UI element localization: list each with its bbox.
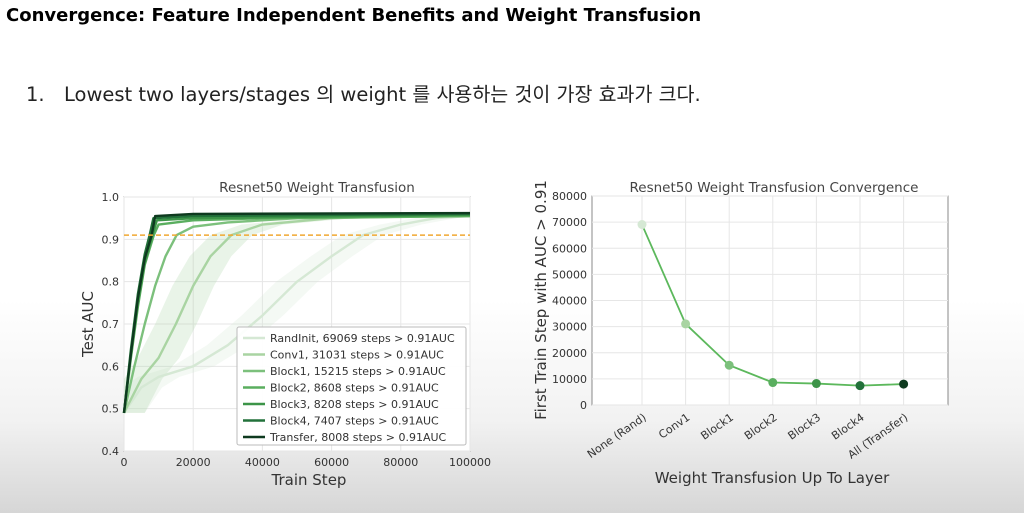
y-tick-label: 20000 [552, 347, 587, 360]
x-tick-label: None (Rand) [585, 411, 649, 461]
data-point [768, 378, 778, 388]
y-tick-label: 60000 [552, 242, 587, 255]
legend-entry: Conv1, 31031 steps > 0.91AUC [270, 349, 444, 362]
y-tick-label: 0.8 [102, 276, 120, 289]
x-tick-label: 40000 [245, 456, 280, 469]
y-tick-label: 0.7 [102, 318, 120, 331]
y-tick-label: 1.0 [102, 191, 120, 204]
y-tick-label: 80000 [552, 190, 587, 203]
series-line [123, 214, 471, 414]
bullet-point: 1. Lowest two layers/stages 의 weight 를 사용… [26, 78, 701, 107]
bullet-number: 1. [26, 83, 45, 106]
series-line [122, 211, 471, 414]
y-tick-label: 0 [580, 399, 587, 412]
bullet-text: Lowest two layers/stages 의 weight 를 사용하는… [64, 83, 701, 106]
confidence-band [124, 216, 470, 413]
y-tick-label: 50000 [552, 268, 587, 281]
x-axis-label: Train Step [271, 471, 347, 489]
y-axis-label: Test AUC [79, 291, 97, 358]
y-axis-label: First Train Step with AUC > 0.91 [532, 180, 550, 420]
legend-entry: Block4, 7407 steps > 0.91AUC [270, 415, 439, 428]
x-tick-label: 100000 [449, 456, 491, 469]
data-point [811, 379, 821, 389]
series-line [122, 214, 471, 414]
legend-entry: Block1, 15215 steps > 0.91AUC [270, 365, 446, 378]
y-tick-label: 10000 [552, 373, 587, 386]
data-point [637, 220, 647, 230]
y-tick-label: 40000 [552, 295, 587, 308]
x-tick-label: Block2 [742, 411, 780, 443]
x-tick-label: 60000 [314, 456, 349, 469]
x-axis-label: Weight Transfusion Up To Layer [655, 469, 890, 487]
chart-title: Resnet50 Weight Transfusion Convergence [630, 180, 919, 196]
data-point [724, 360, 734, 370]
legend-entry: Block3, 8208 steps > 0.91AUC [270, 398, 439, 411]
x-tick-label: 80000 [383, 456, 418, 469]
x-tick-label: 20000 [176, 456, 211, 469]
y-tick-label: 70000 [552, 216, 587, 229]
legend-box [236, 326, 467, 446]
legend-entry: Transfer, 8008 steps > 0.91AUC [269, 431, 447, 444]
slide-title: Convergence: Feature Independent Benefit… [6, 5, 702, 26]
data-point [899, 379, 909, 389]
x-tick-label: Block4 [829, 411, 867, 443]
x-tick-label: Block3 [786, 411, 824, 443]
y-tick-label: 0.5 [102, 403, 120, 416]
y-tick-label: 0.6 [102, 360, 120, 373]
data-point [855, 381, 865, 391]
chart-title: Resnet50 Weight Transfusion [219, 180, 415, 196]
legend-entry: RandInit, 69069 steps > 0.91AUC [270, 332, 455, 345]
x-tick-label: Conv1 [656, 411, 692, 442]
y-tick-label: 0.9 [102, 233, 120, 246]
y-tick-label: 0.4 [102, 445, 120, 458]
y-tick-label: 30000 [552, 321, 587, 334]
x-tick-label: 0 [121, 456, 128, 469]
x-tick-label: Block1 [698, 411, 736, 443]
confidence-band [124, 214, 470, 413]
data-point [681, 319, 691, 329]
legend-entry: Block2, 8608 steps > 0.91AUC [270, 382, 439, 395]
